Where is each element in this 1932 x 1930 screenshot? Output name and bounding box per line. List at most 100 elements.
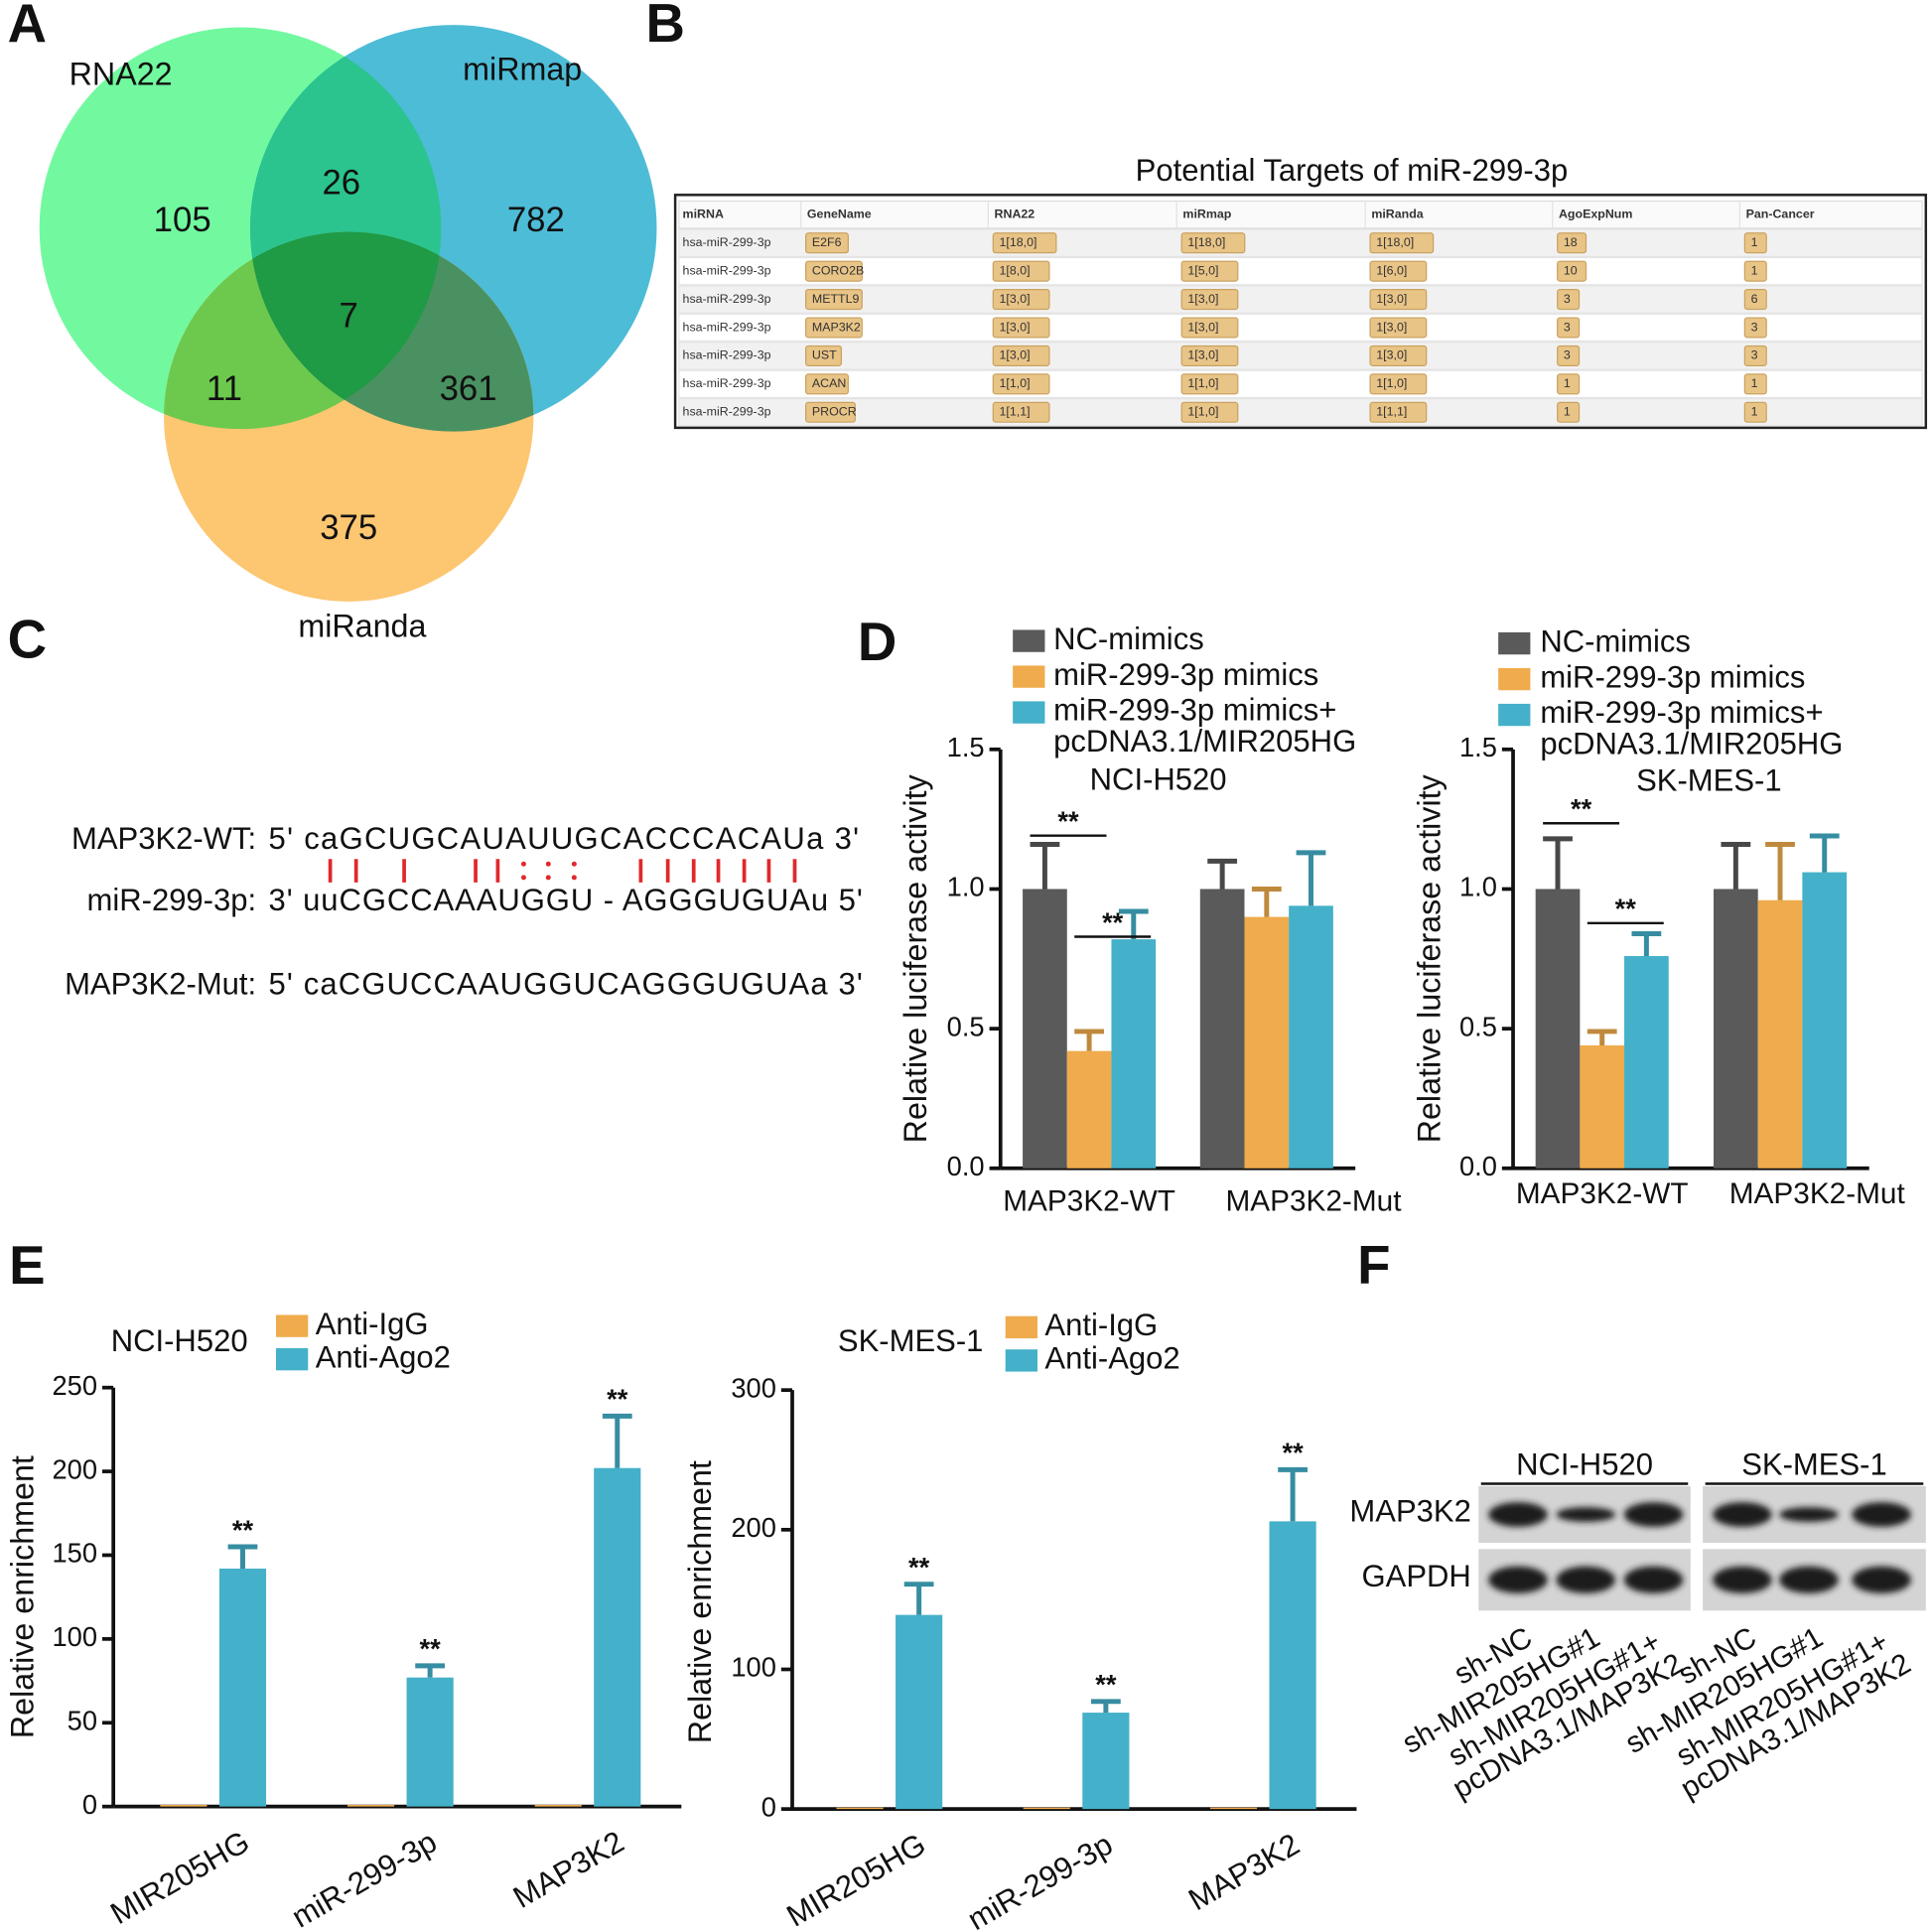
bar	[1199, 889, 1245, 1169]
error-bar	[1296, 850, 1326, 906]
cell-tag	[1180, 401, 1239, 423]
y-tick-label: 0	[761, 1791, 776, 1822]
significance: **	[232, 1514, 254, 1545]
table-cell: 1	[1751, 263, 1758, 277]
x-tick-label: MAP3K2-WT	[1516, 1177, 1689, 1210]
table-cell: hsa-miR-299-3p	[683, 263, 771, 277]
header-row	[678, 200, 1923, 229]
venn-overlap	[249, 231, 442, 430]
bar	[1580, 1045, 1625, 1169]
cell-tag	[805, 260, 863, 282]
cell-tag	[992, 232, 1057, 254]
x-tick-label: MAP3K2-WT	[1003, 1184, 1175, 1217]
significance: **	[1615, 894, 1637, 924]
cell-tag	[1557, 260, 1587, 282]
error-bar	[415, 1663, 446, 1678]
bar	[534, 1804, 582, 1807]
column-header: miRNA	[683, 207, 724, 220]
bar	[1023, 1807, 1070, 1810]
bar	[836, 1807, 884, 1810]
blot-band	[1488, 1566, 1548, 1593]
x-tick-label: MAP3K2-Mut	[1225, 1184, 1402, 1217]
error-bar	[1207, 858, 1238, 890]
table-cell: 1[1,1]	[1376, 405, 1407, 419]
table-cell: CORO2B	[812, 263, 864, 277]
cell-tag	[1180, 260, 1239, 282]
cell-tag	[1369, 345, 1428, 366]
legend-label: Anti-IgG	[1044, 1308, 1158, 1342]
legend-swatch	[276, 1314, 309, 1337]
panel-label: D	[858, 612, 897, 672]
bar	[1244, 916, 1290, 1169]
table-cell: ACAN	[812, 376, 846, 390]
table-cell: 1[1,0]	[1376, 376, 1407, 390]
y-tick-label: 0.0	[947, 1151, 985, 1181]
cell-tag	[1369, 373, 1428, 395]
cell-tag	[1557, 401, 1581, 423]
cell-tag	[1557, 232, 1587, 254]
table-cell: hsa-miR-299-3p	[683, 405, 771, 419]
table-cell: hsa-miR-299-3p	[683, 348, 771, 362]
y-tick-label: 200	[731, 1512, 776, 1543]
sequence: 5' caGCUGCAUAUUGCACCCACAUa 3'	[269, 821, 859, 856]
legend-label: NC-mimics	[1540, 623, 1691, 658]
y-tick-label: 1.0	[1459, 872, 1497, 902]
set-label: miRmap	[463, 52, 582, 87]
table-cell: 3	[1751, 348, 1758, 362]
significance: **	[1102, 906, 1124, 937]
bar	[406, 1677, 454, 1807]
bar	[594, 1467, 641, 1807]
region-count: 375	[320, 509, 377, 547]
error-bar	[1074, 1029, 1104, 1051]
y-axis-label: Relative enrichment	[682, 1460, 718, 1743]
x-tick-label: miR-299-3p	[286, 1824, 443, 1930]
y-tick-label: 0.5	[947, 1011, 985, 1041]
x-tick-label: miR-299-3p	[962, 1827, 1119, 1930]
table-cell: 1[1,1]	[1000, 405, 1031, 419]
table-cell: 1[18,0]	[1000, 235, 1037, 249]
cell-tag	[805, 345, 843, 366]
significance: **	[1057, 805, 1079, 836]
legend-label: miR-299-3p mimics+ pcDNA3.1/MIR205HG	[1053, 693, 1356, 759]
blot-band	[1779, 1566, 1839, 1593]
blot-band	[1556, 1507, 1616, 1522]
column-header: RNA22	[995, 207, 1035, 220]
error-bar	[1587, 1029, 1617, 1046]
legend-label: Anti-Ago2	[316, 1339, 451, 1374]
x-tick-label: MAP3K2-Mut	[1729, 1177, 1906, 1210]
cell-tag	[1557, 289, 1581, 311]
cell-tag	[1743, 289, 1767, 311]
x-tick-label: MAP3K2	[1182, 1827, 1306, 1918]
chart-title: SK-MES-1	[838, 1323, 983, 1358]
column-header: GeneName	[807, 207, 872, 220]
table-cell: UST	[812, 348, 837, 362]
column-header: AgoExpNum	[1559, 207, 1632, 220]
pairing	[328, 859, 797, 883]
table-cell: 1[3,0]	[1187, 320, 1218, 334]
legend-label: Anti-Ago2	[1044, 1341, 1179, 1376]
legend-label: Anti-IgG	[316, 1307, 429, 1341]
table-cell: 1[3,0]	[1187, 348, 1218, 362]
error-bar	[1721, 841, 1751, 890]
panel-label: B	[645, 0, 684, 54]
table-row	[678, 397, 1923, 427]
table-row	[678, 369, 1923, 399]
cell-tag	[1557, 345, 1581, 366]
y-axis-label: Relative luciferase activity	[897, 773, 933, 1143]
cell-tag	[1369, 289, 1428, 311]
cell-tag	[1180, 373, 1239, 395]
table-cell: 1[3,0]	[1000, 292, 1031, 306]
legend-label: miR-299-3p mimics	[1053, 657, 1318, 692]
blot-band	[1488, 1502, 1548, 1527]
cell-tag	[1557, 317, 1581, 339]
table-cell: 1[18,0]	[1187, 235, 1225, 249]
cell-tag	[1369, 260, 1428, 282]
table-cell: 1[3,0]	[1376, 292, 1407, 306]
table-cell: PROCR	[812, 405, 857, 419]
table-row	[678, 285, 1923, 314]
error-bar	[1543, 836, 1573, 890]
significance: **	[908, 1552, 930, 1583]
sequence: 5' caCGUCCAAUGGUCAGGGUGUAa 3'	[269, 966, 863, 1001]
y-tick-label: 300	[731, 1372, 776, 1403]
